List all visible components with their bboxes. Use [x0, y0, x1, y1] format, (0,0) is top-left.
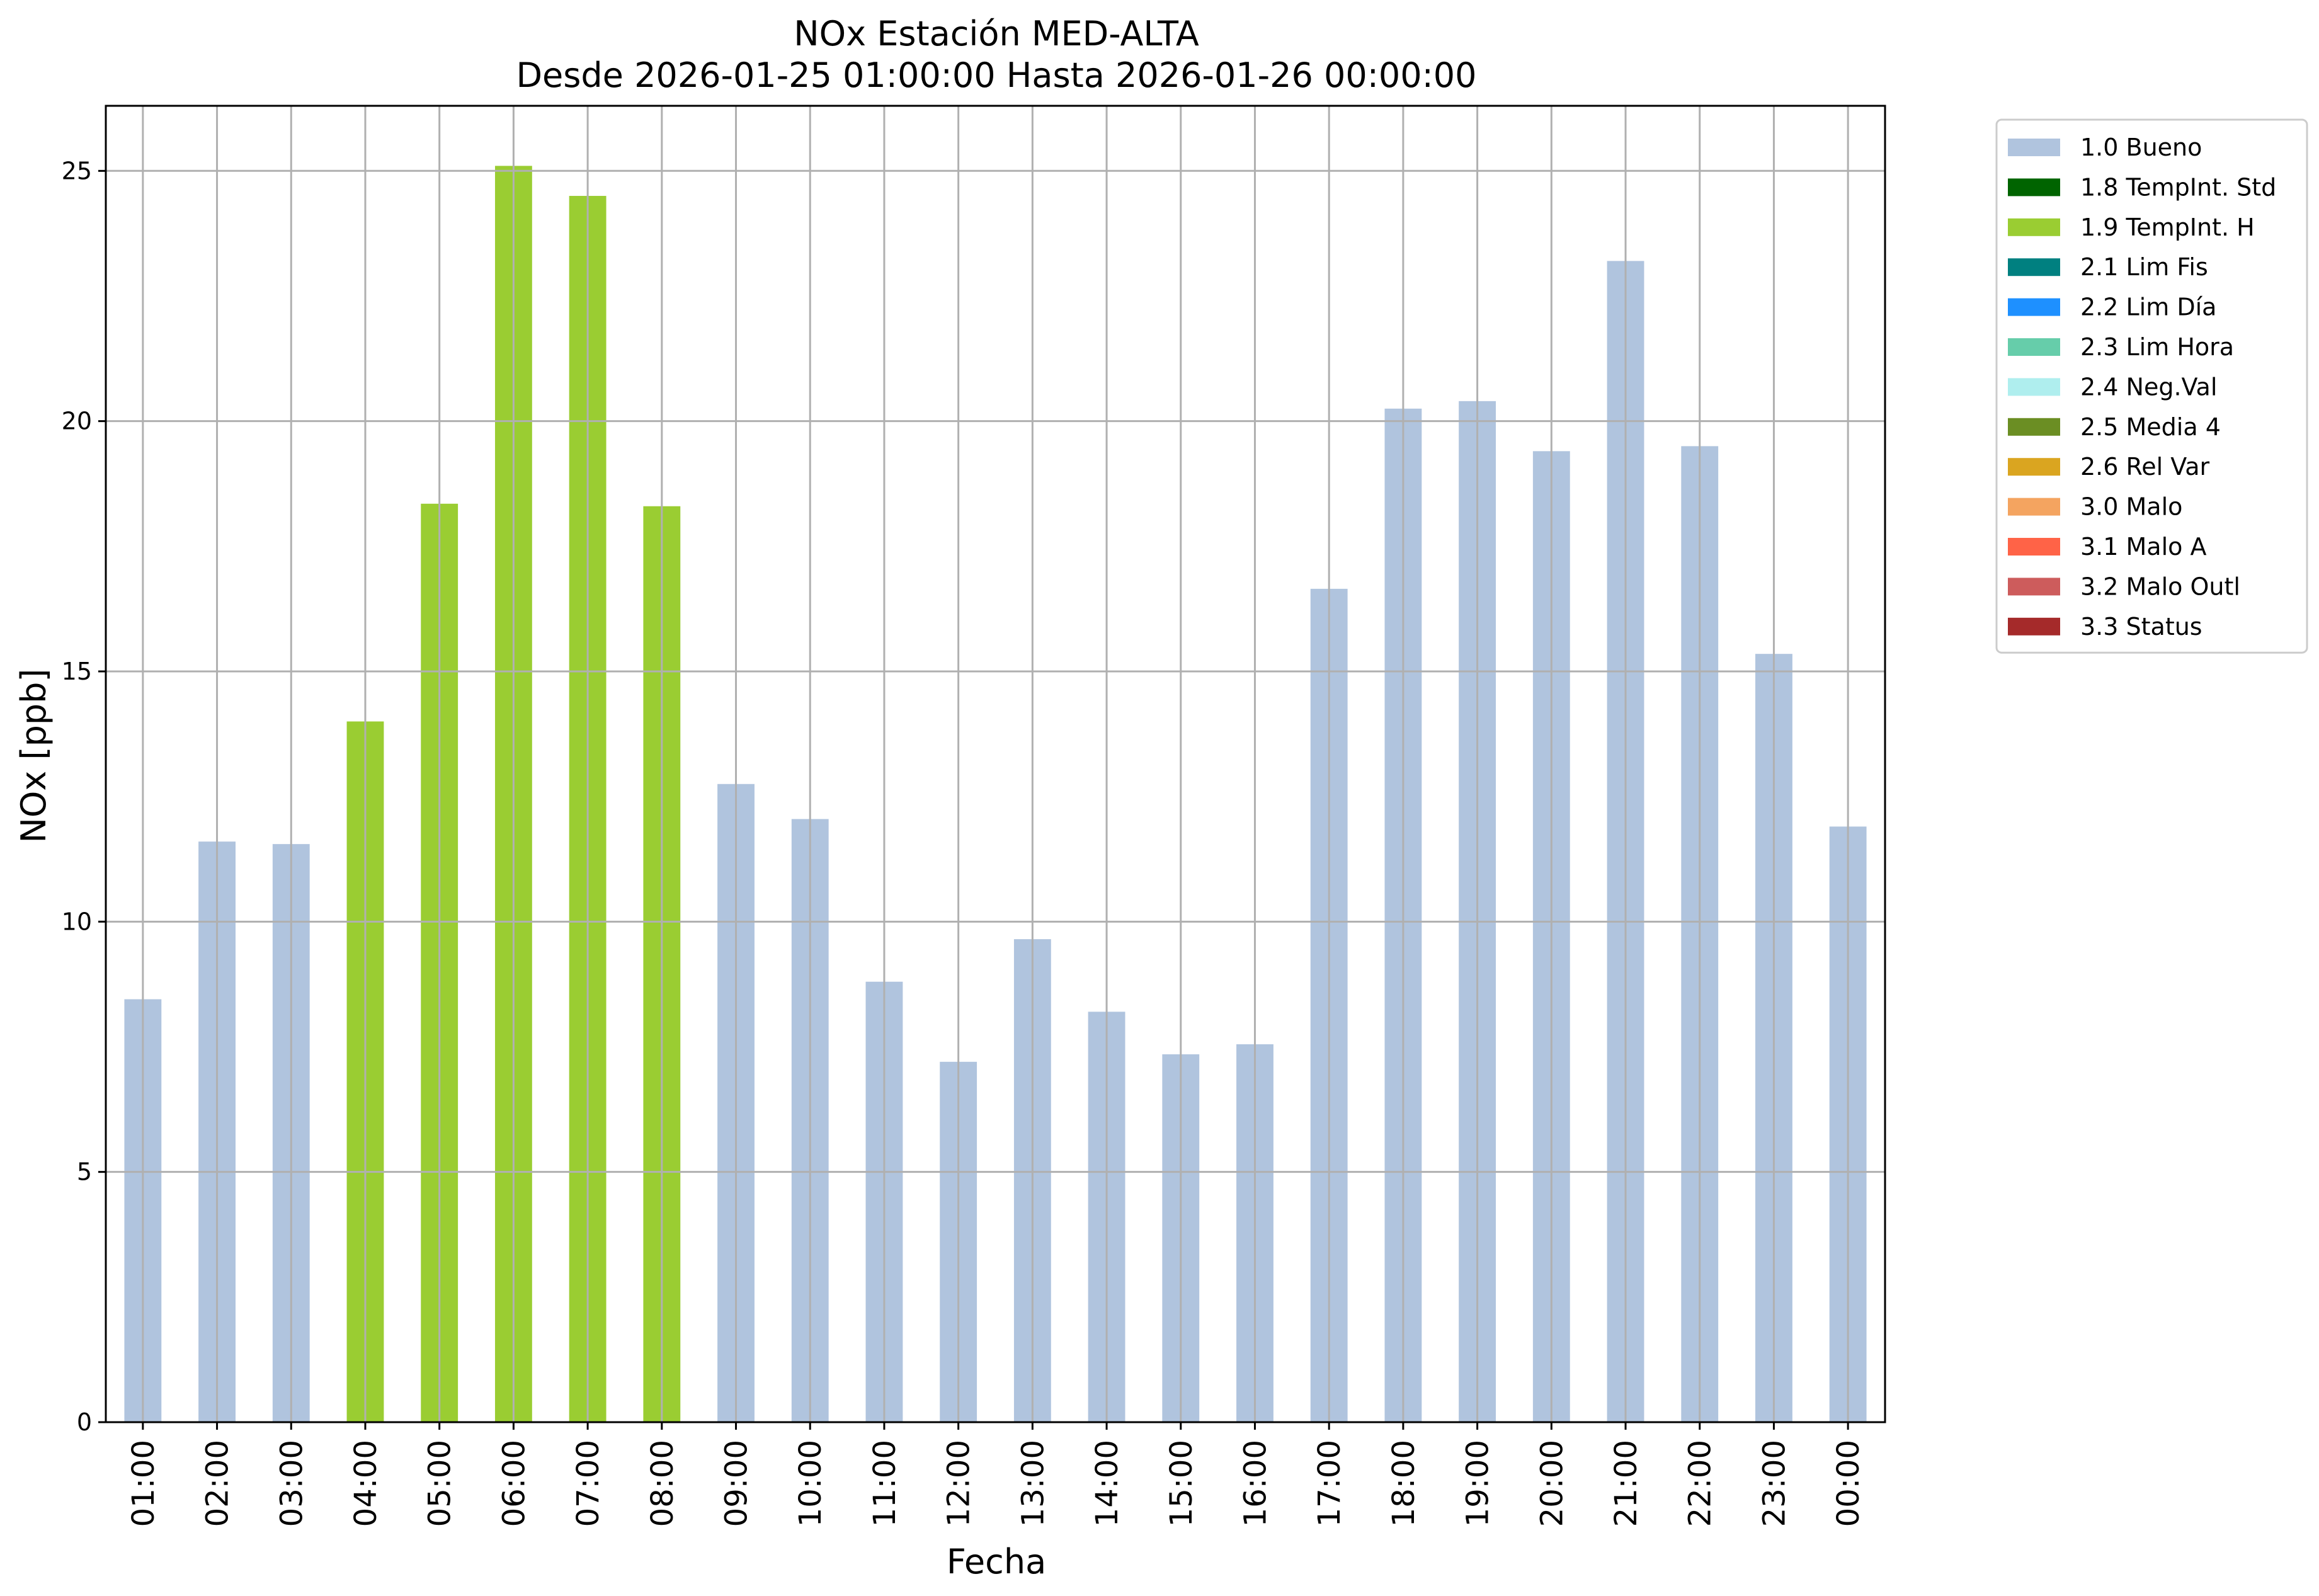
legend-label: 2.5 Media 4 [2080, 413, 2221, 441]
x-tick-label: 03:00 [274, 1440, 309, 1527]
x-tick-label: 21:00 [1609, 1440, 1644, 1527]
x-axis-ticks: 01:00 02:00 03:00 04:00 05:00 06:00 07:00 08:00… [126, 1422, 1866, 1527]
x-tick-label: 13:00 [1015, 1440, 1051, 1527]
x-tick-label: 22:00 [1683, 1440, 1718, 1527]
x-tick-label: 16:00 [1238, 1440, 1273, 1527]
bars [124, 166, 1867, 1423]
x-tick-label: 23:00 [1757, 1440, 1792, 1527]
legend-label: 2.4 Neg.Val [2080, 373, 2217, 401]
y-tick-label: 25 [62, 157, 92, 185]
y-axis-label: NOx [ppb] [14, 669, 54, 843]
x-tick-label: 05:00 [423, 1440, 458, 1527]
x-tick-label: 10:00 [793, 1440, 828, 1527]
x-tick-label: 14:00 [1090, 1440, 1125, 1527]
chart-title: NOx Estación MED-ALTA [794, 14, 1199, 54]
legend-label: 3.0 Malo [2080, 493, 2182, 521]
legend-label: 2.6 Rel Var [2080, 453, 2210, 481]
x-tick-label: 19:00 [1461, 1440, 1496, 1527]
x-tick-label: 18:00 [1386, 1440, 1422, 1527]
x-tick-label: 20:00 [1534, 1440, 1570, 1527]
legend-label: 1.0 Bueno [2080, 134, 2202, 161]
legend-swatch [2008, 498, 2060, 516]
legend-swatch [2008, 178, 2060, 197]
x-tick-label: 12:00 [942, 1440, 977, 1527]
legend-swatch [2008, 458, 2060, 476]
legend-label: 3.3 Status [2080, 613, 2202, 641]
y-axis-ticks: 0 5 10 15 20 25 [62, 157, 106, 1436]
legend-label: 2.2 Lim Día [2080, 294, 2216, 321]
x-tick-label: 02:00 [200, 1440, 236, 1527]
x-tick-label: 09:00 [719, 1440, 755, 1527]
y-tick-label: 10 [62, 908, 92, 935]
legend-label: 2.3 Lim Hora [2080, 333, 2234, 361]
legend-label: 3.1 Malo A [2080, 533, 2206, 561]
legend-swatch [2008, 378, 2060, 396]
x-tick-label: 06:00 [496, 1440, 532, 1527]
x-tick-label: 17:00 [1312, 1440, 1347, 1527]
x-axis-label: Fecha [947, 1542, 1046, 1582]
x-tick-label: 11:00 [867, 1440, 903, 1527]
legend-swatch [2008, 578, 2060, 596]
legend-swatch [2008, 338, 2060, 356]
legend-box [1995, 118, 2308, 654]
y-tick-label: 20 [62, 408, 92, 435]
legend-swatch [2008, 139, 2060, 156]
legend-swatch [2008, 298, 2060, 316]
legend: 1.0 Bueno 1.8 TempInt. Std 1.9 TempInt. H 2… [1995, 118, 2308, 654]
legend-label: 1.9 TempInt. H [2080, 214, 2255, 241]
x-tick-label: 00:00 [1831, 1440, 1866, 1527]
y-tick-label: 0 [77, 1408, 92, 1436]
y-tick-label: 5 [77, 1158, 92, 1186]
legend-label: 1.8 TempInt. Std [2080, 173, 2276, 201]
x-tick-label: 08:00 [645, 1440, 680, 1527]
legend-swatch [2008, 218, 2060, 236]
x-tick-label: 15:00 [1164, 1440, 1199, 1527]
legend-swatch [2008, 258, 2060, 276]
chart-subtitle: Desde 2026-01-25 01:00:00 Hasta 2026-01-… [516, 55, 1476, 95]
x-tick-label: 04:00 [348, 1440, 384, 1527]
legend-swatch [2008, 617, 2060, 636]
x-tick-label: 01:00 [126, 1440, 161, 1527]
legend-label: 2.1 Lim Fis [2080, 253, 2208, 281]
legend-label: 3.2 Malo Outl [2080, 573, 2240, 600]
plot-frame [105, 105, 1886, 1423]
legend-swatch [2008, 538, 2060, 556]
y-tick-label: 15 [62, 658, 92, 685]
x-tick-label: 07:00 [571, 1440, 606, 1527]
legend-swatch [2008, 418, 2060, 436]
